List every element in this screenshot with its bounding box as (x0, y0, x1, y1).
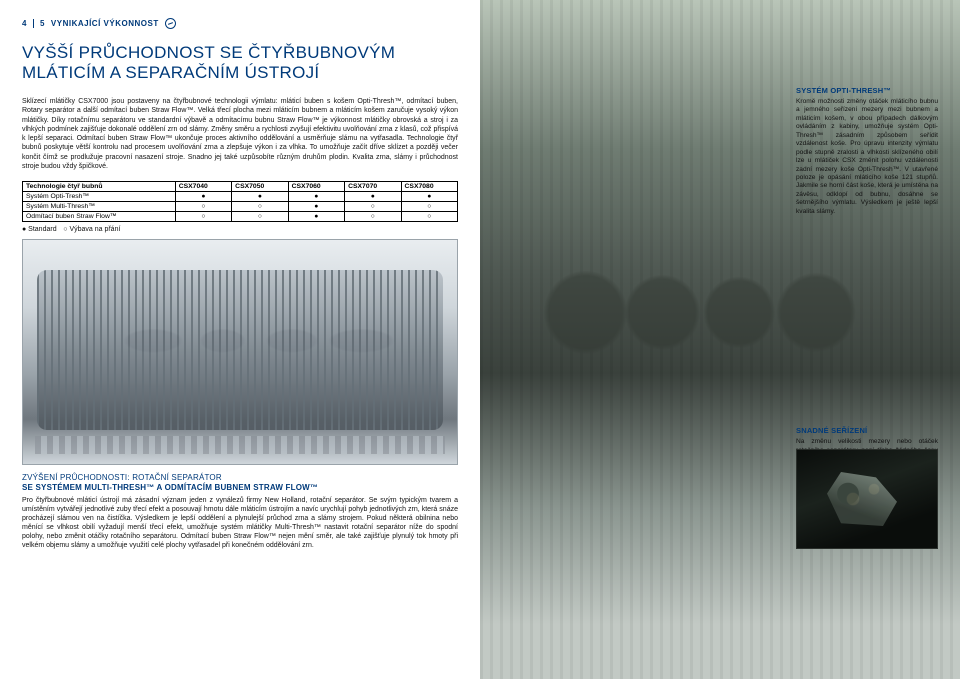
td: ○ (175, 211, 231, 221)
right-p1: Kromě možnosti změny otáček mláticího bu… (796, 98, 938, 216)
sub-h-l2: SE SYSTÉMEM MULTI-THRESH™ A ODMÍTACÍM BU… (22, 483, 318, 492)
td: ● (288, 201, 344, 211)
th: Technologie čtyř bubnů (23, 181, 176, 191)
th: CSX7040 (175, 181, 231, 191)
table-legend: ● Standard ○ Výbava na přání (22, 226, 458, 233)
table-row: Technologie čtyř bubnů CSX7040 CSX7050 C… (23, 181, 458, 191)
page-title: VYŠŠÍ PRŮCHODNOST SE ČTYŘBUBNOVÝM MLÁTIC… (22, 43, 458, 83)
page-right: SYSTÉM OPTI-THRESH™ Kromě možnosti změny… (480, 0, 960, 679)
td: Systém Opti-Tresh™ (23, 191, 176, 201)
td: ● (288, 191, 344, 201)
page-num-right: 5 (40, 19, 45, 28)
subsection-paragraph: Pro čtyřbubnové mláticí ústrojí má zásad… (22, 496, 458, 551)
right-h1: SYSTÉM OPTI-THRESH™ (796, 86, 938, 95)
td: ● (345, 191, 401, 201)
td: Systém Multi-Thresh™ (23, 201, 176, 211)
td: ○ (175, 201, 231, 211)
td: ○ (345, 201, 401, 211)
th: CSX7070 (345, 181, 401, 191)
table-row: Odmítací buben Straw Flow™ ○ ○ ● ○ ○ (23, 211, 458, 221)
cutaway-illustration (22, 239, 458, 465)
td: ● (232, 191, 288, 201)
td: ○ (345, 211, 401, 221)
subsection-heading: ZVÝŠENÍ PRŮCHODNOSTI: ROTAČNÍ SEPARÁTOR … (22, 473, 458, 493)
right-h2: SNADNÉ SEŘÍZENÍ (796, 426, 938, 435)
td: ○ (401, 201, 457, 211)
header-sep (33, 19, 34, 28)
td: ○ (232, 211, 288, 221)
title-line2: MLÁTICÍM A SEPARAČNÍM ÚSTROJÍ (22, 63, 319, 82)
td: ● (401, 191, 457, 201)
td: ○ (232, 201, 288, 211)
page-header: 4 5 VYNIKAJÍCÍ VÝKONNOST (22, 18, 458, 29)
table-row: Systém Opti-Tresh™ ● ● ● ● ● (23, 191, 458, 201)
inset-photo (796, 449, 938, 549)
page-num-left: 4 (22, 19, 27, 28)
th: CSX7060 (288, 181, 344, 191)
table-row: Systém Multi-Thresh™ ○ ○ ● ○ ○ (23, 201, 458, 211)
feature-table: Technologie čtyř bubnů CSX7040 CSX7050 C… (22, 181, 458, 222)
section-title: VYNIKAJÍCÍ VÝKONNOST (51, 19, 159, 28)
right-block-1: SYSTÉM OPTI-THRESH™ Kromě možnosti změny… (796, 86, 938, 216)
title-line1: VYŠŠÍ PRŮCHODNOST SE ČTYŘBUBNOVÝM (22, 43, 395, 62)
td: ● (175, 191, 231, 201)
legend-std: ● Standard (22, 226, 57, 233)
th: CSX7050 (232, 181, 288, 191)
legend-opt: ○ Výbava na přání (63, 226, 120, 233)
td: ○ (401, 211, 457, 221)
brand-logo-icon (165, 18, 176, 29)
td: ● (288, 211, 344, 221)
intro-paragraph: Sklízecí mlátičky CSX7000 jsou postaveny… (22, 97, 458, 171)
page-left: 4 5 VYNIKAJÍCÍ VÝKONNOST VYŠŠÍ PRŮCHODNO… (0, 0, 480, 679)
th: CSX7080 (401, 181, 457, 191)
td: Odmítací buben Straw Flow™ (23, 211, 176, 221)
sub-h-l1: ZVÝŠENÍ PRŮCHODNOSTI: ROTAČNÍ SEPARÁTOR (22, 473, 458, 483)
